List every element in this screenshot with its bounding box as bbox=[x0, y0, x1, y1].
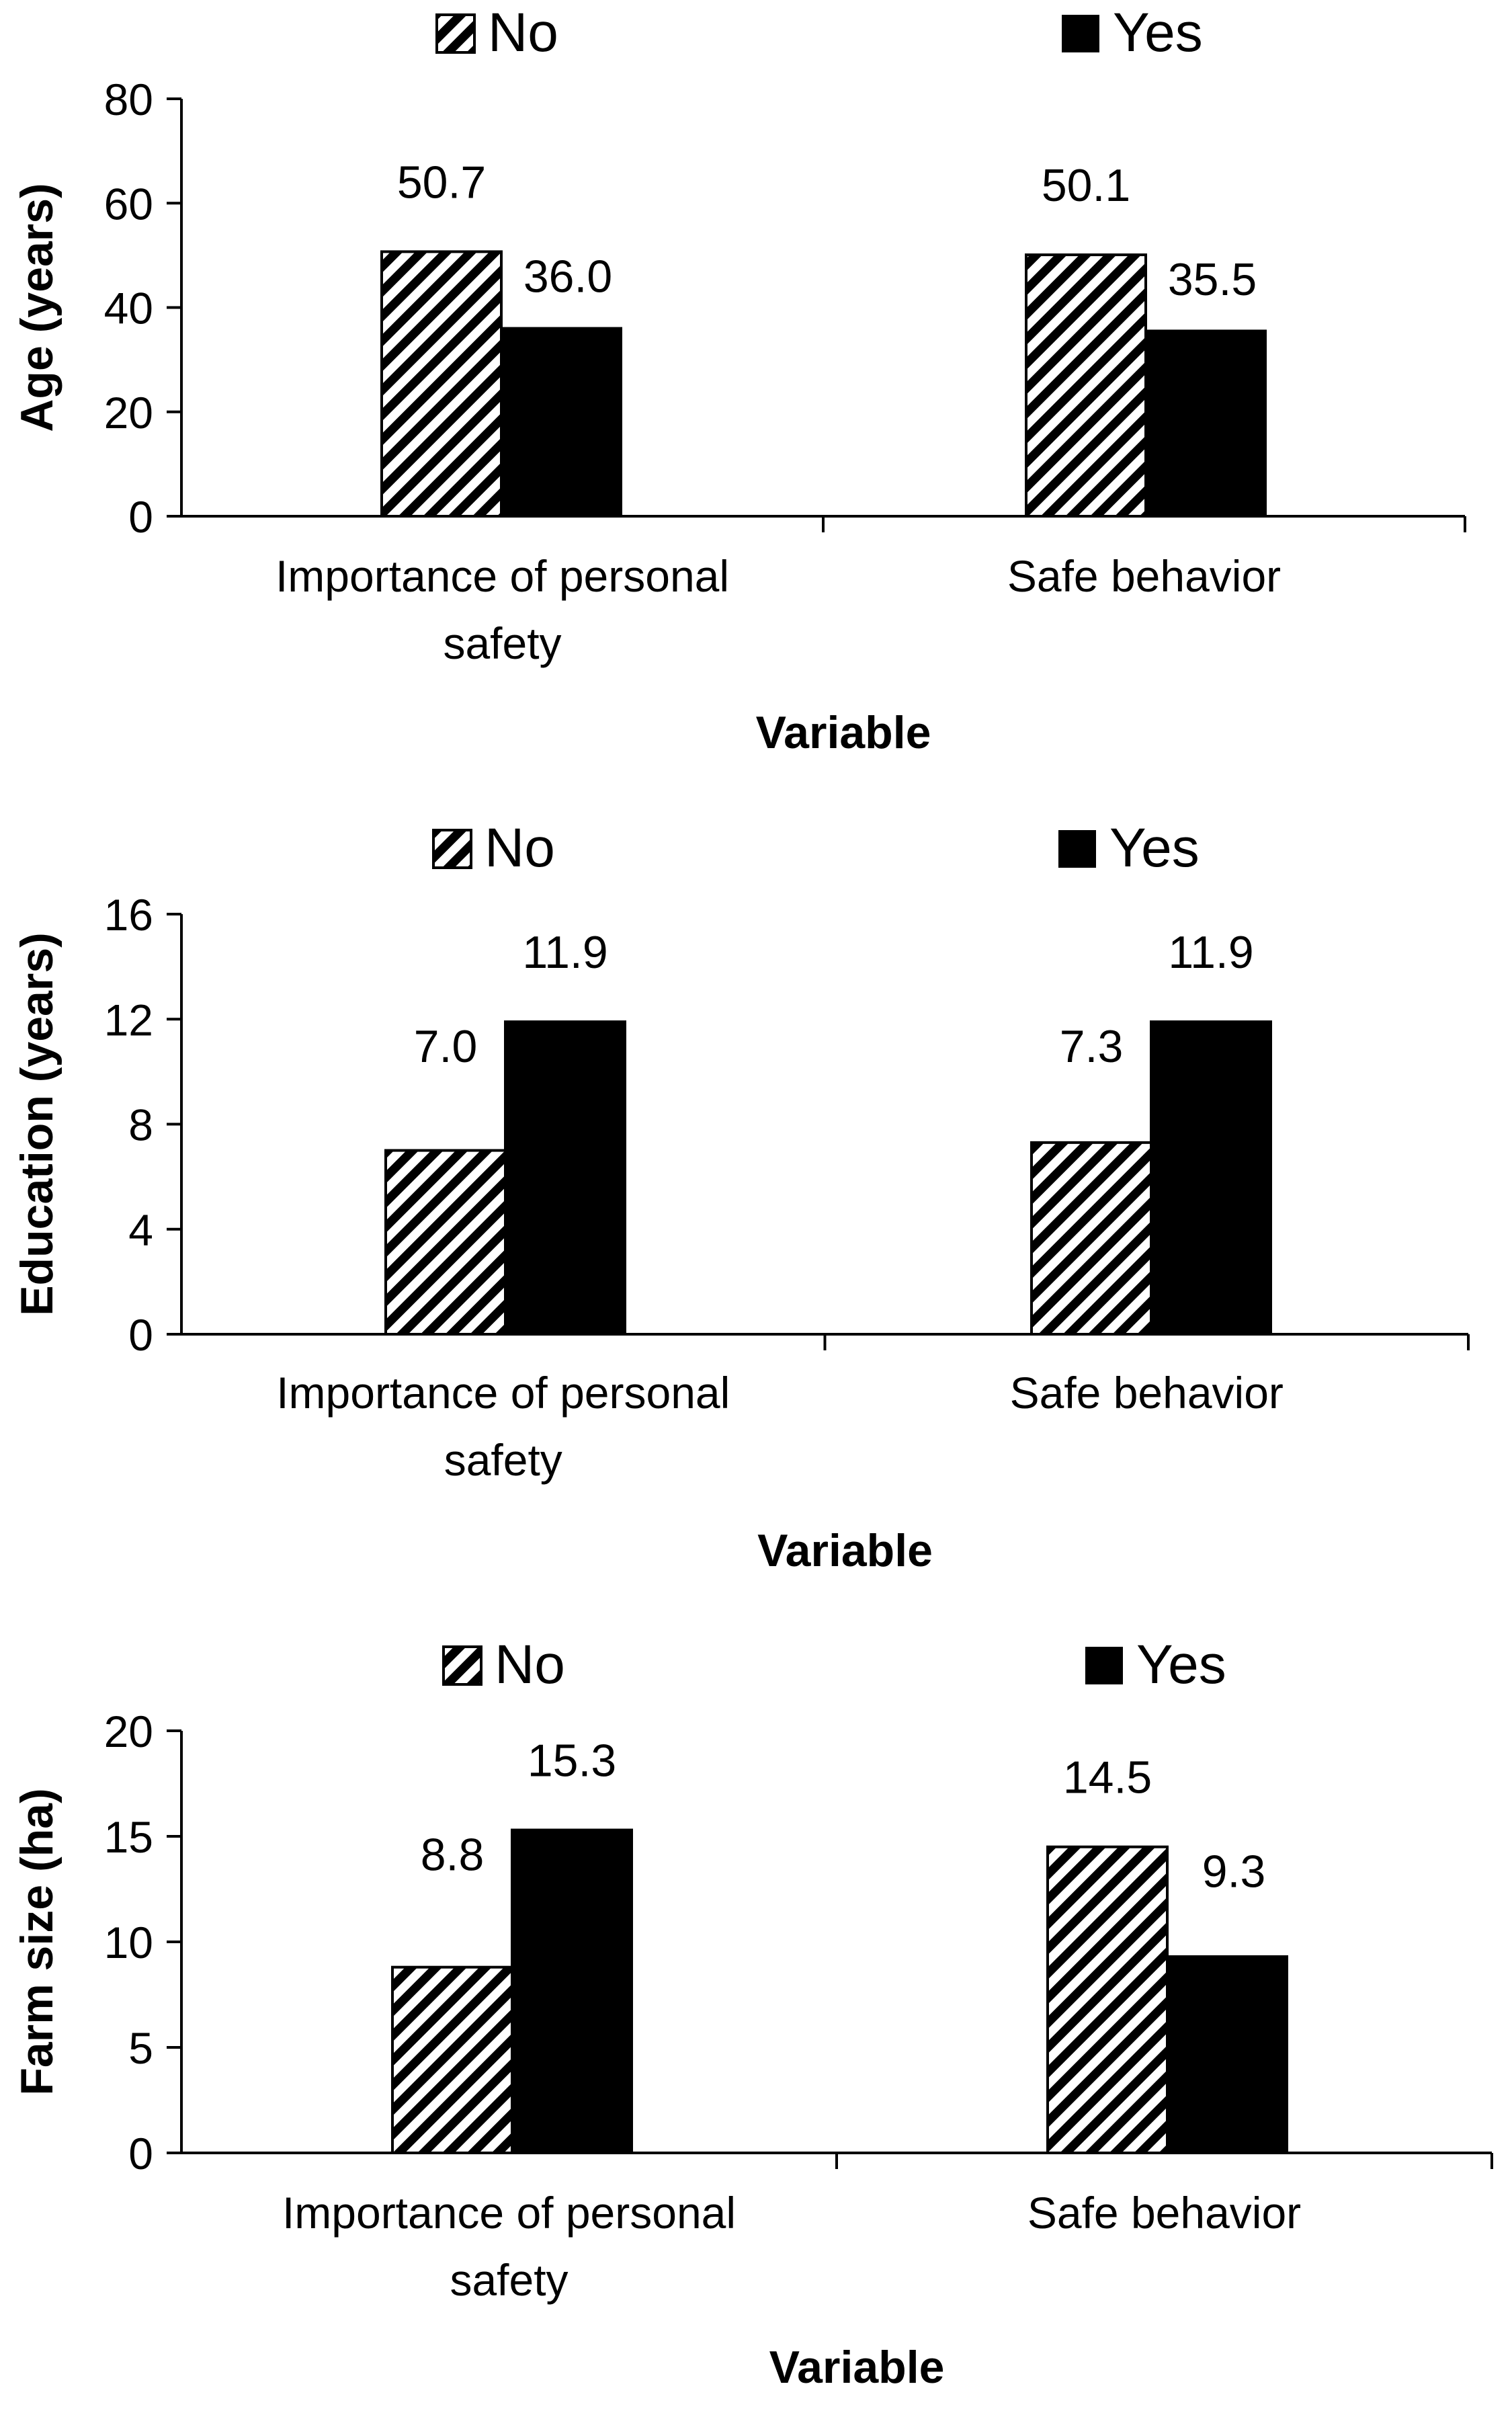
x-axis-title: Variable bbox=[756, 707, 931, 758]
legend-yes-swatch bbox=[1062, 15, 1099, 52]
bar-no bbox=[380, 250, 503, 518]
data-label-yes: 35.5 bbox=[1168, 254, 1257, 305]
x-category-label: Safe behavior bbox=[1010, 1368, 1284, 1418]
data-label-no: 8.8 bbox=[421, 1830, 485, 1881]
legend-no-swatch bbox=[432, 829, 472, 869]
y-tick-label: 8 bbox=[128, 1100, 153, 1150]
x-category-label: Importance of personal bbox=[276, 551, 729, 601]
y-tick-label: 20 bbox=[104, 388, 153, 438]
y-tick-label: 40 bbox=[104, 284, 153, 333]
data-label-yes: 11.9 bbox=[522, 927, 607, 978]
legend-yes-label: Yes bbox=[1109, 817, 1200, 879]
y-axis-title: Education (years) bbox=[11, 932, 62, 1316]
y-axis-title: Farm size (ha) bbox=[11, 1788, 62, 2095]
x-category-label: safety bbox=[450, 2255, 568, 2305]
x-category-label: Importance of personal bbox=[276, 1368, 730, 1418]
chart-panel-3: No Yes 0 5 10 15 20 8.8 15.3 Importance of person… bbox=[11, 1634, 1493, 2393]
legend-yes-label: Yes bbox=[1136, 1634, 1226, 1695]
x-category-label: safety bbox=[444, 1435, 562, 1485]
y-tick-label: 20 bbox=[104, 1707, 153, 1756]
bar-yes bbox=[504, 1020, 626, 1336]
data-label-no: 50.7 bbox=[397, 157, 486, 208]
data-label-no: 50.1 bbox=[1042, 160, 1130, 211]
data-label-no: 7.3 bbox=[1060, 1021, 1124, 1072]
y-axis-title: Age (years) bbox=[11, 183, 62, 432]
y-tick-label: 60 bbox=[104, 179, 153, 229]
legend-yes-swatch bbox=[1058, 830, 1096, 868]
y-tick-label: 5 bbox=[128, 2023, 153, 2073]
bar-no bbox=[1030, 1141, 1152, 1336]
legend-yes-label: Yes bbox=[1113, 2, 1203, 63]
x-category-label: safety bbox=[443, 618, 561, 668]
data-label-no: 14.5 bbox=[1063, 1752, 1152, 1803]
bar-no bbox=[1025, 253, 1147, 518]
bar-no bbox=[384, 1149, 507, 1336]
y-tick-label: 4 bbox=[128, 1205, 153, 1255]
bar-yes bbox=[1166, 1955, 1288, 2154]
data-label-no: 7.0 bbox=[414, 1021, 478, 1072]
legend: No Yes bbox=[435, 2, 1203, 63]
y-tick-label: 0 bbox=[128, 492, 153, 542]
legend-no-swatch bbox=[435, 13, 476, 54]
x-axis-title: Variable bbox=[769, 2342, 945, 2393]
legend-no-label: No bbox=[488, 2, 558, 63]
bar-no bbox=[391, 1965, 513, 2154]
y-tick-label: 10 bbox=[104, 1918, 153, 1967]
y-tick-label: 12 bbox=[104, 995, 153, 1045]
chart-panel-2: No Yes 0 4 8 12 16 7.0 11.9 Importance of persona… bbox=[11, 817, 1470, 1576]
legend-no-label: No bbox=[495, 1634, 565, 1695]
legend: No Yes bbox=[432, 817, 1200, 879]
x-category-label: Safe behavior bbox=[1007, 551, 1281, 601]
bar-yes bbox=[1144, 329, 1267, 518]
bar-yes bbox=[500, 327, 622, 518]
data-label-yes: 9.3 bbox=[1202, 1846, 1266, 1897]
legend: No Yes bbox=[442, 1634, 1226, 1695]
chart-panel-1: No Yes 0 20 40 60 80 50.7 36.0 Importance of pers… bbox=[11, 2, 1466, 758]
y-tick-label: 15 bbox=[104, 1812, 153, 1862]
y-tick-label: 16 bbox=[104, 890, 153, 940]
bar-yes bbox=[511, 1828, 633, 2155]
legend-yes-swatch bbox=[1085, 1647, 1123, 1684]
x-category-label: Safe behavior bbox=[1027, 2188, 1301, 2238]
bar-yes bbox=[1150, 1020, 1272, 1336]
y-tick-label: 0 bbox=[128, 2129, 153, 2178]
bar-no bbox=[1046, 1845, 1169, 2154]
data-label-yes: 36.0 bbox=[523, 251, 612, 302]
data-label-yes: 15.3 bbox=[528, 1736, 616, 1787]
y-tick-label: 0 bbox=[128, 1310, 153, 1360]
data-label-yes: 11.9 bbox=[1168, 927, 1253, 978]
y-tick-label: 80 bbox=[104, 75, 153, 124]
legend-no-label: No bbox=[485, 817, 555, 879]
x-category-label: Importance of personal bbox=[282, 2188, 736, 2238]
x-axis-title: Variable bbox=[757, 1525, 933, 1576]
legend-no-swatch bbox=[442, 1645, 482, 1686]
